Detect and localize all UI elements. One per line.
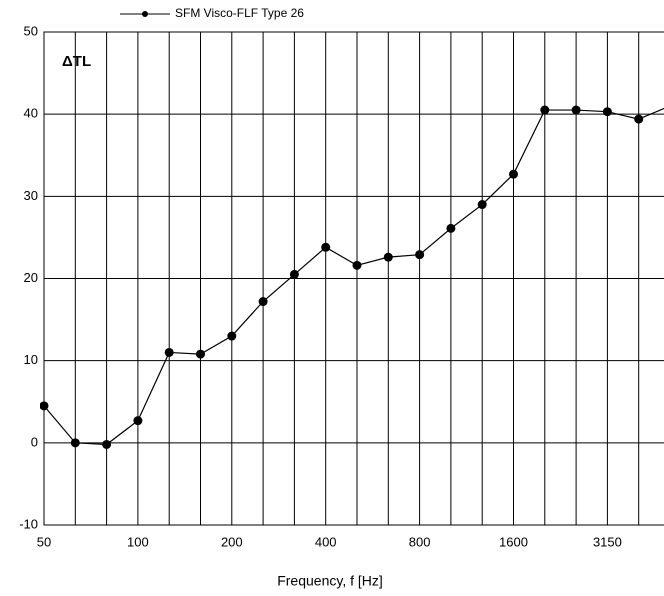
x-tick-label: 100	[127, 534, 149, 549]
x-tick-label: 50	[37, 534, 51, 549]
data-point	[102, 439, 112, 449]
legend-marker	[142, 11, 148, 17]
data-point	[40, 401, 49, 411]
data-point	[415, 250, 425, 260]
data-point	[446, 223, 456, 233]
data-point	[133, 416, 143, 426]
data-point	[477, 200, 487, 210]
data-point	[509, 169, 518, 179]
data-point	[352, 260, 362, 270]
data-point	[258, 297, 268, 307]
y-tick-label: 30	[24, 188, 38, 203]
x-tick-label: 1600	[499, 534, 528, 549]
data-point	[383, 252, 393, 262]
data-point	[602, 107, 612, 117]
data-point	[321, 242, 331, 252]
series-line	[43, 107, 664, 446]
x-tick-label: 3150	[593, 534, 622, 549]
y-tick-label: 20	[24, 270, 38, 285]
y-tick-label: 10	[24, 352, 38, 367]
y-tick-label: 50	[24, 23, 38, 38]
x-tick-label: 400	[315, 534, 337, 549]
data-point	[289, 269, 299, 279]
data-point	[196, 349, 205, 359]
annotation: ΔTL	[62, 53, 91, 70]
y-tick-label: 40	[24, 106, 38, 121]
data-point	[571, 105, 581, 115]
data-point	[540, 105, 550, 115]
y-tick-label: 0	[31, 434, 38, 449]
data-point	[634, 114, 644, 124]
x-axis-label: Frequency, f [Hz]	[277, 573, 383, 589]
x-tick-label: 800	[409, 534, 431, 549]
grid	[43, 31, 664, 526]
x-tick-label: 200	[221, 534, 243, 549]
plot-area	[40, 105, 664, 449]
plot-frame	[43, 31, 664, 526]
y-tick-label: -10	[19, 516, 38, 531]
legend-label: SFM Visco-FLF Type 26	[175, 6, 304, 20]
data-point	[70, 438, 80, 448]
data-point	[164, 347, 174, 357]
data-point	[227, 331, 237, 341]
